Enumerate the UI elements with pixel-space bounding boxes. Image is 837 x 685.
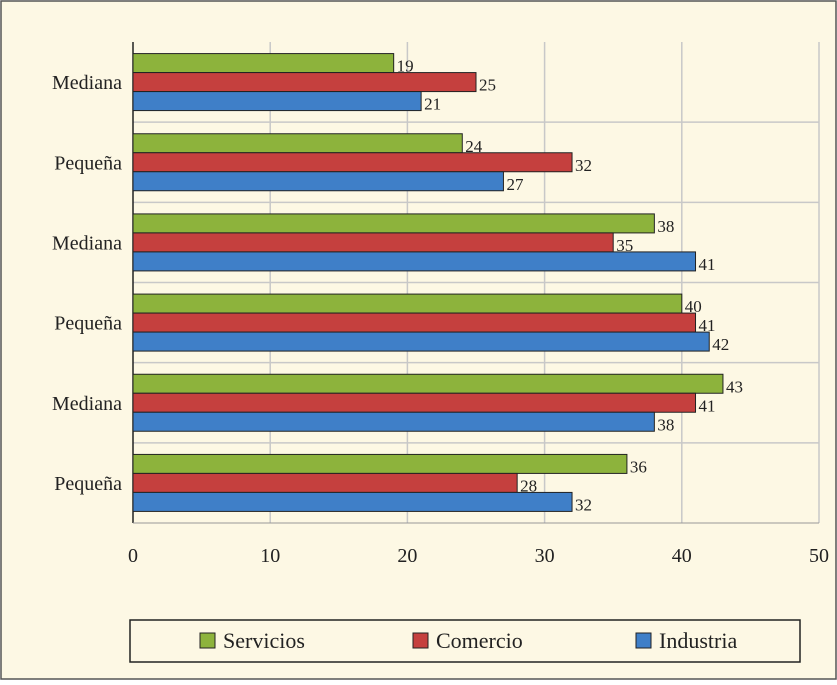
value-label: 41 bbox=[699, 396, 716, 415]
legend-label: Servicios bbox=[223, 628, 305, 653]
bar bbox=[132, 53, 395, 74]
bar bbox=[132, 72, 477, 93]
x-tick-label: 10 bbox=[260, 545, 280, 567]
value-label: 32 bbox=[575, 495, 592, 514]
value-label: 25 bbox=[479, 76, 496, 95]
legend-box bbox=[129, 619, 801, 663]
value-label: 41 bbox=[699, 255, 716, 274]
x-tick-label: 50 bbox=[809, 545, 829, 567]
value-label: 35 bbox=[616, 236, 633, 255]
x-tick-label: 30 bbox=[535, 545, 555, 567]
bar bbox=[132, 251, 697, 272]
bar bbox=[132, 373, 724, 394]
bar bbox=[132, 133, 463, 154]
legend-swatch bbox=[199, 632, 216, 649]
value-label: 21 bbox=[424, 95, 441, 114]
bar bbox=[132, 232, 614, 253]
y-tick-label: Pequeña bbox=[54, 152, 122, 174]
bar bbox=[132, 171, 504, 192]
legend-label: Industria bbox=[659, 628, 737, 653]
legend-swatch bbox=[412, 632, 429, 649]
value-label: 24 bbox=[465, 137, 483, 156]
x-tick-label: 20 bbox=[397, 545, 417, 567]
y-tick-label: Mediana bbox=[52, 393, 122, 415]
y-tick-label: Pequeña bbox=[54, 473, 122, 495]
value-label: 19 bbox=[397, 57, 414, 76]
value-label: 38 bbox=[657, 415, 674, 434]
bar bbox=[132, 91, 422, 112]
bar bbox=[132, 411, 655, 432]
bar bbox=[132, 453, 628, 474]
bar bbox=[132, 312, 697, 333]
value-label: 38 bbox=[657, 217, 674, 236]
bar bbox=[132, 152, 573, 173]
value-label: 27 bbox=[506, 175, 524, 194]
value-label: 36 bbox=[630, 457, 647, 476]
x-tick-label: 40 bbox=[672, 545, 692, 567]
value-label: 40 bbox=[685, 297, 702, 316]
value-label: 28 bbox=[520, 476, 537, 495]
bar bbox=[132, 392, 697, 413]
bar bbox=[132, 491, 573, 512]
bar bbox=[132, 293, 683, 314]
y-tick-label: Mediana bbox=[52, 72, 122, 94]
y-tick-label: Pequeña bbox=[54, 313, 122, 335]
bar bbox=[132, 331, 710, 352]
value-label: 32 bbox=[575, 156, 592, 175]
bar bbox=[132, 472, 518, 493]
legend-label: Comercio bbox=[436, 628, 523, 653]
bar bbox=[132, 213, 655, 234]
y-tick-label: Mediana bbox=[52, 232, 122, 254]
value-label: 42 bbox=[712, 335, 729, 354]
legend-swatch bbox=[635, 632, 652, 649]
value-label: 41 bbox=[699, 316, 716, 335]
x-tick-label: 0 bbox=[128, 545, 138, 567]
value-label: 43 bbox=[726, 377, 743, 396]
